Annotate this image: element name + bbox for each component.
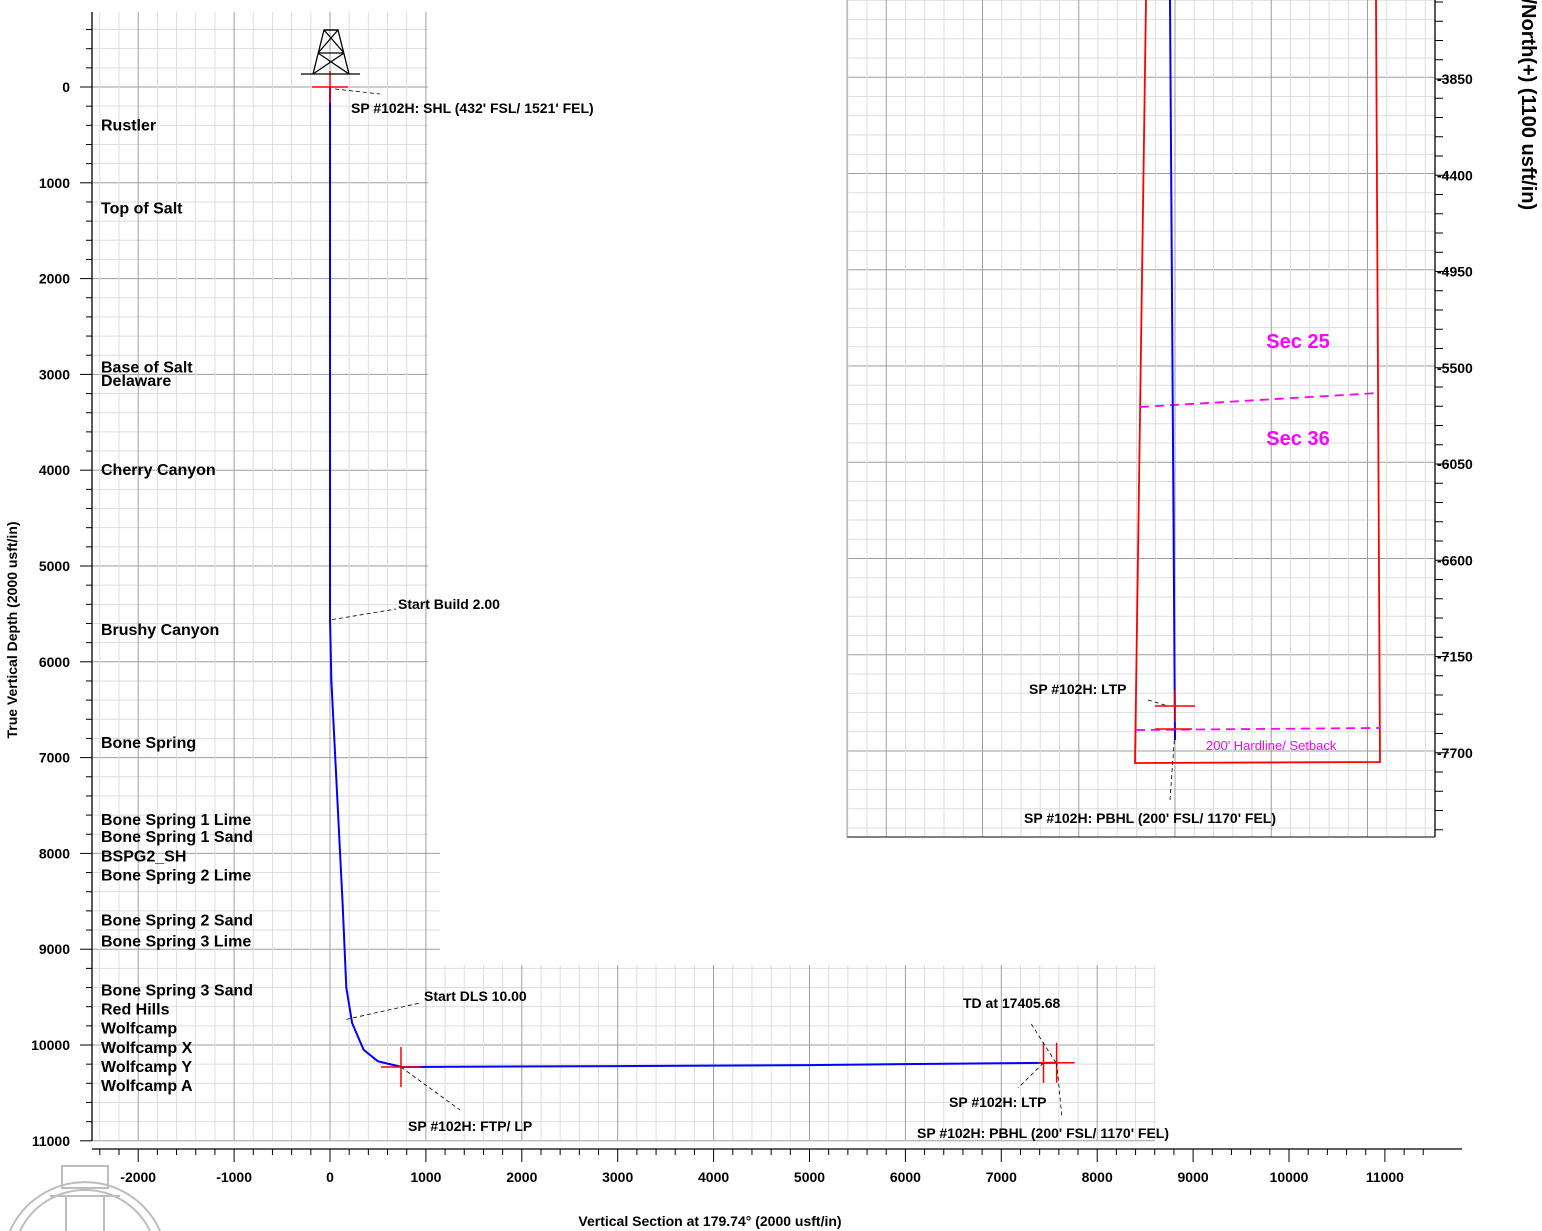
formation-label: Bone Spring 1 Lime (101, 812, 251, 829)
annotation-label: SP #102H: SHL (432' FSL/ 1521' FEL) (351, 100, 594, 116)
formation-label: Wolfcamp (101, 1021, 177, 1038)
plan-ns-tick-label: -7700 (1437, 745, 1473, 761)
plan-ns-tick-label: -7150 (1437, 649, 1473, 665)
formation-label: BSPG2_SH (101, 848, 186, 865)
y-tick-label: 0 (62, 79, 70, 95)
wellbore-line (329, 87, 1057, 1069)
formation-label: Brushy Canyon (101, 622, 219, 639)
y-tick-label: 1000 (39, 175, 70, 191)
annotations: SP #102H: SHL (432' FSL/ 1521' FEL) Start… (331, 88, 1169, 1141)
company-logo (9, 1165, 161, 1231)
plan-wellbore-line (1169, 0, 1176, 741)
x-tick-label: 2000 (506, 1169, 537, 1185)
section-axes: 0 1000 2000 3000 4000 5000 6000 7000 8000 9000 100… (31, 12, 1462, 1185)
plan-ns-tick-label: -6050 (1437, 456, 1473, 472)
formation-label: Cherry Canyon (101, 462, 216, 479)
formation-label: Red Hills (101, 1002, 170, 1019)
x-tick-label: 9000 (1178, 1169, 1209, 1185)
plan-ns-axis-label: South(-)/North(+) (1100 usft/in) (1517, 0, 1539, 210)
y-tick-label: 3000 (39, 366, 70, 382)
plan-ltp-leader (1147, 699, 1169, 707)
plan-ltp-label: SP #102H: LTP (1029, 681, 1127, 697)
annotation-label: SP #102H: LTP (949, 1094, 1047, 1110)
annotation-label: Start Build 2.00 (398, 596, 500, 612)
y-tick-label: 6000 (39, 654, 70, 670)
y-tick-label: 7000 (39, 750, 70, 766)
annotation-leader (346, 1002, 421, 1020)
formation-label: Bone Spring 1 Sand (101, 829, 253, 846)
x-tick-label: -1000 (216, 1169, 252, 1185)
section-36-label: Sec 36 (1266, 428, 1329, 450)
formation-label: Wolfcamp Y (101, 1059, 192, 1076)
x-tick-label: 0 (326, 1169, 334, 1185)
x-tick-label: 3000 (602, 1169, 633, 1185)
y-tick-label: 10000 (31, 1037, 70, 1053)
formation-label: Delaware (101, 373, 171, 390)
plan-ns-tick-label: -3850 (1437, 71, 1473, 87)
y-tick-label: 11000 (32, 1133, 70, 1149)
formation-label: Bone Spring 2 Sand (101, 912, 253, 929)
plan-pbhl-leader (1169, 730, 1176, 801)
section-25-label: Sec 25 (1266, 331, 1329, 353)
x-tick-label: 10000 (1270, 1169, 1309, 1185)
y-tick-label: 2000 (39, 271, 70, 287)
formation-label: Bone Spring 3 Sand (101, 982, 253, 999)
plan-ns-tick-label: -6600 (1437, 552, 1473, 568)
formation-label: Base of Salt (101, 360, 193, 377)
annotation-leader (331, 608, 397, 621)
plan-ns-tick-label: -5500 (1437, 360, 1473, 376)
annotation-leader (1056, 1062, 1063, 1119)
x-tick-label: 11000 (1366, 1169, 1404, 1185)
annotation-leader (400, 1066, 461, 1111)
x-tick-label: 5000 (794, 1169, 825, 1185)
y-tick-label: 9000 (39, 941, 70, 957)
formation-label: Bone Spring 2 Lime (101, 867, 251, 884)
hardline-setback-line (1135, 727, 1381, 731)
drilling-rig-icon (301, 29, 360, 75)
plan-view-panel: -3850 -4400 -4950 -5500 -6050 -6600 -7150 -7700… (846, 0, 1473, 838)
annotation-label: SP #102H: FTP/ LP (408, 1118, 532, 1134)
annotation-leader (334, 88, 381, 95)
annotation-label: SP #102H: PBHL (200' FSL/ 1170' FEL) (917, 1125, 1169, 1141)
plan-pbhl-label: SP #102H: PBHL (200' FSL/ 1170' FEL) (1024, 810, 1276, 826)
x-tick-label: 4000 (698, 1169, 729, 1185)
annotation-leader (1029, 1021, 1057, 1063)
formation-label: Top of Salt (101, 201, 183, 218)
formation-label: Rustler (101, 117, 156, 134)
annotation-label: Start DLS 10.00 (424, 988, 527, 1004)
hardline-label: 200' Hardline/ Setback (1206, 738, 1337, 753)
y-tick-label: 5000 (39, 558, 70, 574)
y-tick-label: 4000 (39, 462, 70, 478)
formation-label: Wolfcamp X (101, 1040, 193, 1057)
lease-boundary-line (1134, 0, 1381, 764)
plan-ns-tick-label: -4950 (1437, 264, 1473, 280)
formation-label: Bone Spring (101, 735, 196, 752)
x-tick-label: 8000 (1082, 1169, 1113, 1185)
section-grid (92, 12, 1156, 1142)
y-axis-label: True Vertical Depth (2000 usft/in) (4, 521, 20, 738)
plan-ns-tick-label: -4400 (1437, 167, 1473, 183)
x-tick-label: 7000 (986, 1169, 1017, 1185)
annotation-leader (1017, 1062, 1044, 1089)
formation-label: Bone Spring 3 Lime (101, 934, 251, 951)
plan-background (847, 0, 1435, 837)
formation-label: Wolfcamp A (101, 1078, 193, 1095)
annotation-label: TD at 17405.68 (963, 995, 1060, 1011)
x-tick-label: 1000 (410, 1169, 441, 1185)
x-tick-label: 6000 (890, 1169, 921, 1185)
x-tick-label: -2000 (120, 1169, 156, 1185)
x-axis-label: Vertical Section at 179.74° (2000 usft/i… (578, 1213, 841, 1229)
section-line (1139, 392, 1379, 408)
y-tick-label: 8000 (39, 845, 70, 861)
